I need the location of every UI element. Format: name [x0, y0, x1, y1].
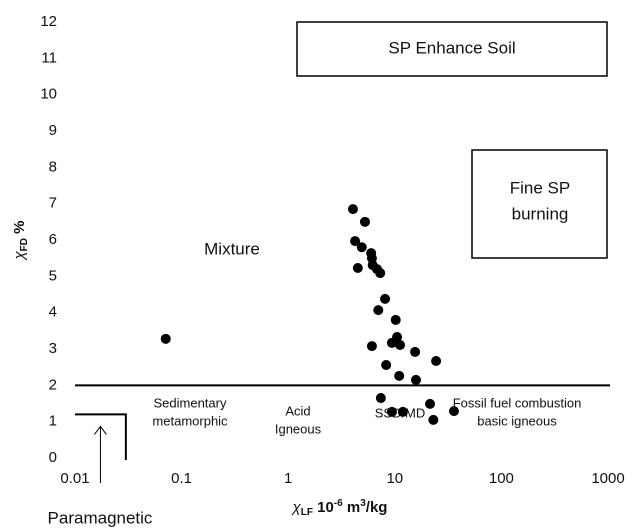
y-axis-label-part: %: [11, 220, 28, 238]
paramagnetic-box: [75, 413, 127, 460]
point: [356, 242, 367, 253]
y-axis-label-part: χ: [11, 251, 28, 262]
point: [160, 333, 171, 344]
point: [394, 370, 405, 381]
y-axis-label-part: FD: [19, 238, 30, 251]
x-axis-label-part: χ: [291, 499, 302, 516]
annotation-box: [296, 21, 608, 77]
point: [386, 406, 397, 417]
y-tick-label: 10: [40, 86, 57, 103]
x-axis-label-part: 3: [360, 498, 366, 509]
annotation: Mixture: [204, 239, 260, 258]
y-tick-label: 9: [49, 122, 57, 139]
annotation: Fine SP: [510, 178, 570, 197]
x-tick-label: 0.1: [171, 470, 192, 487]
point: [425, 398, 436, 409]
point: [448, 406, 459, 417]
point: [395, 340, 406, 351]
point: [352, 262, 363, 273]
y-axis-label: χFD %: [11, 220, 30, 261]
point: [380, 293, 391, 304]
x-tick-label: 1: [284, 470, 292, 487]
y-tick-label: 8: [49, 158, 57, 175]
point: [359, 216, 370, 227]
annotation: Igneous: [275, 421, 322, 436]
y-tick-label: 7: [49, 195, 57, 212]
annotation: SP Enhance Soil: [388, 38, 515, 57]
point: [390, 314, 401, 325]
y-tick-label: 11: [41, 49, 57, 66]
x-tick-label: 100: [489, 470, 514, 487]
point: [428, 414, 439, 425]
point: [375, 268, 386, 279]
annotation: burning: [512, 204, 569, 223]
annotation: Fossil fuel combustion: [453, 395, 582, 410]
point: [386, 337, 397, 348]
point: [381, 359, 392, 370]
point: [375, 393, 386, 404]
x-axis-label: χLF 10-6 m3/kg: [291, 498, 388, 518]
point: [397, 406, 408, 417]
point: [410, 346, 421, 357]
x-tick-label: 0.01: [60, 470, 89, 487]
x-axis-label-part: LF: [301, 507, 313, 518]
point: [350, 236, 361, 247]
x-tick-label: 10: [386, 470, 403, 487]
annotation: Paramagnetic: [48, 508, 153, 527]
y-tick-label: 3: [49, 340, 57, 357]
point: [431, 355, 442, 366]
y-tick-label: 0: [49, 449, 57, 466]
annotation: metamorphic: [152, 413, 228, 428]
point: [366, 341, 377, 352]
arrow: [94, 425, 107, 483]
point: [347, 204, 358, 215]
y-tick-label: 4: [49, 304, 57, 321]
x-tick-label: 1000: [591, 470, 624, 487]
y-tick-label: 5: [49, 267, 57, 284]
y-tick-label: 6: [49, 231, 57, 248]
y-tick-label: 2: [49, 376, 57, 393]
x-axis-label-part: -6: [334, 498, 343, 509]
annotation-box: [471, 149, 608, 259]
point: [410, 374, 421, 385]
y-tick-label: 1: [49, 413, 57, 430]
x-axis-label-part: /kg: [366, 499, 388, 516]
annotation: Acid: [285, 403, 310, 418]
annotation: basic igneous: [477, 413, 557, 428]
point: [373, 305, 384, 316]
x-axis-label-part: m: [343, 499, 361, 516]
y-tick-label: 12: [40, 13, 57, 30]
annotation: Sedimentary: [154, 395, 227, 410]
x-axis-label-part: 10: [313, 499, 334, 516]
